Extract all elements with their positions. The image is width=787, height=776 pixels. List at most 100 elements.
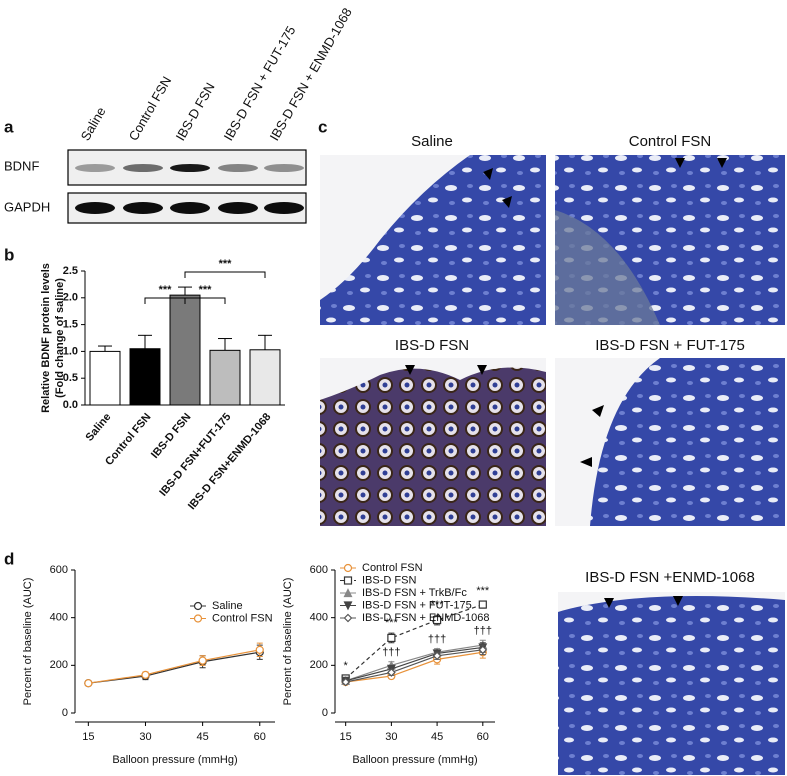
x-tick-label: 15 <box>82 731 94 743</box>
lane-label: IBS-D FSN <box>173 80 218 143</box>
x-tick-label: 45 <box>431 731 443 743</box>
histology-background <box>320 155 470 300</box>
y-tick-label: 2.0 <box>63 292 78 304</box>
bar <box>89 350 121 406</box>
panel-label: a <box>4 117 14 136</box>
arrowhead <box>502 196 512 208</box>
significance: *** <box>199 284 213 296</box>
y-tick-label: 2.5 <box>63 265 78 277</box>
legend-label: IBS-D FSN <box>362 574 416 586</box>
panel-label: d <box>4 549 14 568</box>
y-tick-label: 600 <box>310 564 328 576</box>
data-point <box>387 633 396 643</box>
arrowhead <box>675 158 685 168</box>
histology-label: IBS-D FSN + FUT-175 <box>595 337 745 354</box>
blot-row-label: BDNF <box>4 158 39 173</box>
y-tick-label: 0.5 <box>63 372 78 384</box>
y-tick-label: 600 <box>50 564 68 576</box>
bracket <box>184 271 266 278</box>
significance: *** <box>476 585 490 597</box>
data-point <box>255 645 264 654</box>
series-line <box>345 651 483 683</box>
blot-band <box>170 164 210 172</box>
legend-marker <box>343 563 353 573</box>
histology-background <box>555 358 660 526</box>
data-point <box>387 668 396 677</box>
data-point <box>432 615 442 625</box>
data-point <box>341 677 351 687</box>
legend-label: IBS-D FSN + FUT-175 <box>362 599 472 611</box>
x-tick-label: 60 <box>254 731 266 743</box>
histology-background <box>320 358 546 400</box>
x-tick-label: IBS-D FSN+FUT-175 <box>157 411 233 499</box>
blot-band <box>123 202 163 214</box>
x-tick-label: 30 <box>385 731 397 743</box>
y-axis-label: Relative BDNF protein levels <box>40 263 52 413</box>
y-tick-label: 0.0 <box>63 399 78 411</box>
arrowhead <box>477 365 487 375</box>
panel-label: c <box>318 117 327 136</box>
x-tick-label: 30 <box>139 731 151 743</box>
histology-label: Saline <box>411 133 453 150</box>
arrowhead <box>673 596 683 606</box>
dagger: ††† <box>474 625 492 637</box>
blot-bands <box>75 164 304 214</box>
data-point <box>84 679 93 688</box>
significance: *** <box>385 617 399 629</box>
blot-band <box>218 202 258 214</box>
series-line <box>345 646 483 682</box>
histology-image <box>320 358 546 526</box>
legend-marker <box>343 588 353 598</box>
legend-label: IBS-D FSN + ENMD-1068 <box>362 612 489 624</box>
data-point <box>478 645 488 655</box>
histology-image <box>558 592 785 775</box>
panel-label: b <box>4 245 14 264</box>
y-axis-label: Percent of baseline (AUC) <box>22 578 34 706</box>
legend-marker <box>343 601 353 611</box>
significance: *** <box>219 258 233 270</box>
arrowhead <box>483 168 493 180</box>
blot-band <box>75 202 115 214</box>
x-axis-label: Balloon pressure (mmHg) <box>112 754 237 766</box>
data-point <box>478 600 487 609</box>
y-axis-label: Percent of baseline (AUC) <box>282 578 294 706</box>
histology-label: IBS-D FSN <box>395 337 469 354</box>
bar <box>129 348 161 406</box>
dagger: ††† <box>428 634 446 646</box>
series-line <box>345 649 483 683</box>
legend-label: IBS-D FSN + TrkB/Fc <box>362 587 467 599</box>
arrowhead <box>717 158 727 168</box>
lane-label: Control FSN <box>126 74 175 143</box>
dagger: ††† <box>382 647 400 659</box>
blot-band <box>75 164 115 172</box>
lane-label: Saline <box>78 104 109 143</box>
y-tick-label: 200 <box>310 659 328 671</box>
data-point <box>198 656 207 665</box>
blot-band <box>218 164 258 172</box>
blot-band <box>264 202 304 214</box>
x-tick-label: Saline <box>84 411 114 444</box>
y-tick-label: 0 <box>322 707 328 719</box>
legend-marker <box>193 601 203 611</box>
y-tick-label: 0 <box>62 707 68 719</box>
histology-label: IBS-D FSN +ENMD-1068 <box>585 569 755 586</box>
legend-label: Saline <box>212 600 243 612</box>
legend-marker <box>343 576 353 585</box>
legend-marker <box>343 613 353 623</box>
series-line <box>345 644 483 682</box>
x-tick-label: 60 <box>477 731 489 743</box>
arrowhead <box>580 457 592 467</box>
y-axis-label: (Fold change of saline) <box>54 278 66 398</box>
y-tick-label: 1.0 <box>63 345 78 357</box>
series-line <box>88 649 260 684</box>
blot-band <box>264 164 304 172</box>
significance: *** <box>159 284 173 296</box>
x-tick-label: 45 <box>196 731 208 743</box>
arrowhead <box>604 598 614 608</box>
bracket <box>184 297 226 304</box>
bar <box>209 349 241 406</box>
histology-muscle <box>555 210 660 325</box>
